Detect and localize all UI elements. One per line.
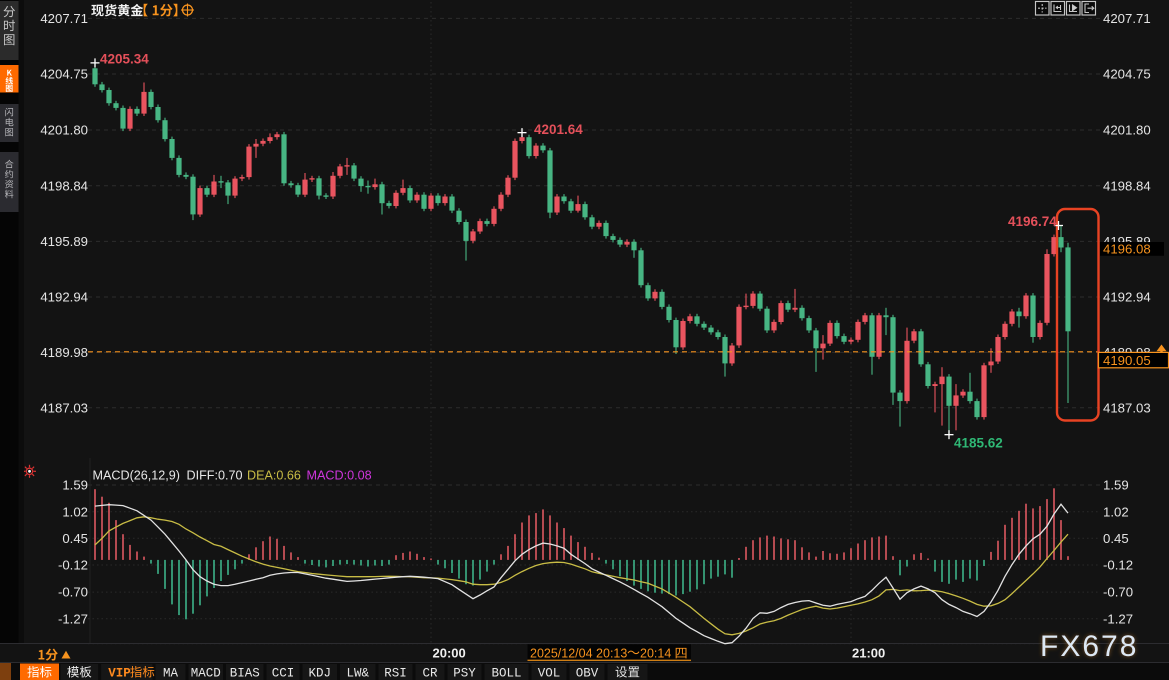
svg-text:RSI: RSI	[384, 667, 407, 680]
svg-text:DEA:0.66: DEA:0.66	[247, 469, 301, 483]
svg-text:BIAS: BIAS	[230, 667, 260, 680]
svg-text:20:00: 20:00	[433, 646, 466, 661]
svg-text:KDJ: KDJ	[308, 667, 331, 680]
svg-text:4198.84: 4198.84	[1103, 178, 1151, 193]
svg-text:BOLL: BOLL	[491, 667, 521, 680]
svg-text:0.45: 0.45	[62, 531, 88, 546]
svg-text:4204.75: 4204.75	[1103, 67, 1151, 82]
svg-text:MA: MA	[163, 667, 179, 680]
svg-text:4189.98: 4189.98	[40, 345, 88, 360]
svg-text:VOL: VOL	[538, 667, 561, 680]
svg-text:-1.27: -1.27	[1103, 611, 1133, 626]
svg-text:MACD: MACD	[191, 667, 221, 680]
svg-text:4198.84: 4198.84	[40, 178, 88, 193]
svg-text:-0.70: -0.70	[58, 585, 88, 600]
svg-text:PSY: PSY	[453, 667, 476, 680]
svg-text:VIP: VIP	[108, 667, 131, 680]
svg-text:21:00: 21:00	[852, 646, 885, 661]
svg-text:4201.64: 4201.64	[534, 122, 583, 137]
svg-text:MACD(26,12,9): MACD(26,12,9)	[93, 469, 181, 483]
svg-text:4196.74: 4196.74	[1008, 214, 1057, 229]
svg-text:4207.71: 4207.71	[1103, 11, 1151, 26]
svg-text:FX678: FX678	[1040, 630, 1138, 663]
svg-text:LW&: LW&	[346, 667, 369, 680]
svg-text:FX678: FX678	[1040, 630, 1138, 663]
svg-text:-1.27: -1.27	[58, 611, 88, 626]
svg-text:4192.94: 4192.94	[40, 290, 88, 305]
svg-text:OBV: OBV	[576, 667, 599, 680]
svg-text:4201.80: 4201.80	[40, 123, 88, 138]
svg-text:4185.62: 4185.62	[954, 436, 1003, 451]
svg-text:4187.03: 4187.03	[1103, 400, 1151, 415]
svg-text:4192.94: 4192.94	[1103, 290, 1151, 305]
svg-text:MACD:0.08: MACD:0.08	[307, 469, 372, 483]
svg-text:20:14: 20:14	[640, 646, 671, 660]
svg-text:0.45: 0.45	[1103, 531, 1129, 546]
svg-text:4207.71: 4207.71	[40, 11, 88, 26]
svg-text:-0.12: -0.12	[58, 558, 88, 573]
svg-text:4190.05: 4190.05	[1103, 353, 1151, 368]
svg-text:4187.03: 4187.03	[40, 400, 88, 415]
svg-text:CR: CR	[422, 667, 438, 680]
svg-text:4196.08: 4196.08	[1103, 242, 1151, 257]
svg-text:1.59: 1.59	[62, 478, 88, 493]
svg-text:-0.70: -0.70	[1103, 585, 1133, 600]
svg-text:1.02: 1.02	[1103, 504, 1129, 519]
svg-text:DIFF:0.70: DIFF:0.70	[187, 469, 243, 483]
svg-text:-0.12: -0.12	[1103, 558, 1133, 573]
svg-text:4204.75: 4204.75	[40, 67, 88, 82]
svg-text:CCI: CCI	[272, 667, 295, 680]
svg-text:4201.80: 4201.80	[1103, 123, 1151, 138]
svg-text:1.59: 1.59	[1103, 478, 1129, 493]
svg-text:4195.89: 4195.89	[40, 234, 88, 249]
svg-text:4205.34: 4205.34	[100, 52, 149, 67]
svg-text:2025/12/04 20:13: 2025/12/04 20:13	[530, 646, 627, 660]
svg-text:1.02: 1.02	[62, 504, 88, 519]
